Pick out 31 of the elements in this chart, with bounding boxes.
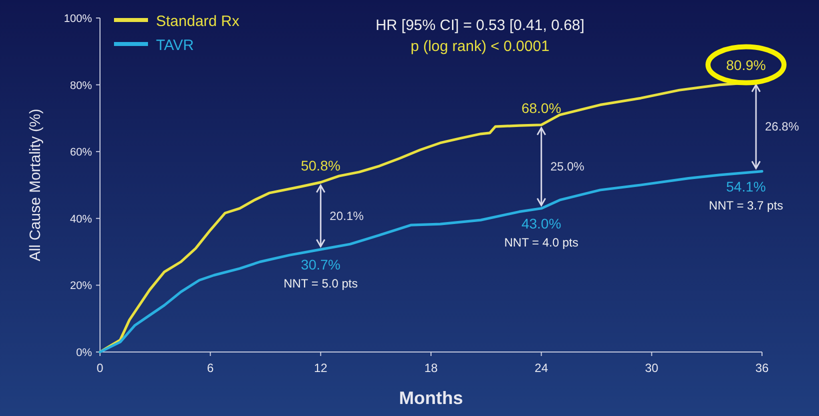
- y-tick-label: 20%: [70, 280, 92, 292]
- legend-label: TAVR: [156, 37, 194, 54]
- annotation: 43.0%: [521, 215, 562, 232]
- x-tick-label: 24: [534, 361, 548, 375]
- text: p (log rank) < 0.0001: [410, 38, 550, 55]
- x-tick-label: 36: [755, 361, 769, 375]
- annotation: 20.1%: [330, 208, 364, 223]
- text: 26.8%: [765, 120, 800, 134]
- x-axis-title: Months: [399, 388, 463, 408]
- annotation: 80.9%: [726, 56, 766, 73]
- x-tick-label: 12: [314, 361, 328, 375]
- annotation: NNT = 4.0 pts: [504, 235, 578, 250]
- y-tick-label: 80%: [70, 80, 92, 92]
- annotation: 30.7%: [300, 256, 341, 272]
- annotation: 68.0%: [521, 100, 562, 116]
- legend-label: Standard Rx: [156, 13, 240, 30]
- x-tick-label: 6: [206, 361, 214, 375]
- annotation: 25.0%: [550, 160, 585, 174]
- annotation: NNT = 5.0 pts: [284, 276, 358, 290]
- annotation: 54.1%: [726, 178, 766, 194]
- x-tick-label: 18: [424, 361, 438, 375]
- y-tick-label: 0%: [76, 347, 92, 359]
- annotation: 50.8%: [300, 157, 341, 174]
- chart-title: HR [95% CI] = 0.53 [0.41, 0.68]: [376, 17, 584, 34]
- y-tick-label: 40%: [70, 213, 92, 226]
- y-axis-title: All Cause Mortality (%): [27, 108, 44, 262]
- y-tick-label: 100%: [64, 13, 92, 25]
- annotation: NNT = 3.7 pts: [708, 198, 784, 212]
- x-tick-label: 0: [96, 361, 104, 375]
- y-tick-label: 60%: [70, 146, 92, 159]
- x-tick-label: 30: [644, 361, 659, 375]
